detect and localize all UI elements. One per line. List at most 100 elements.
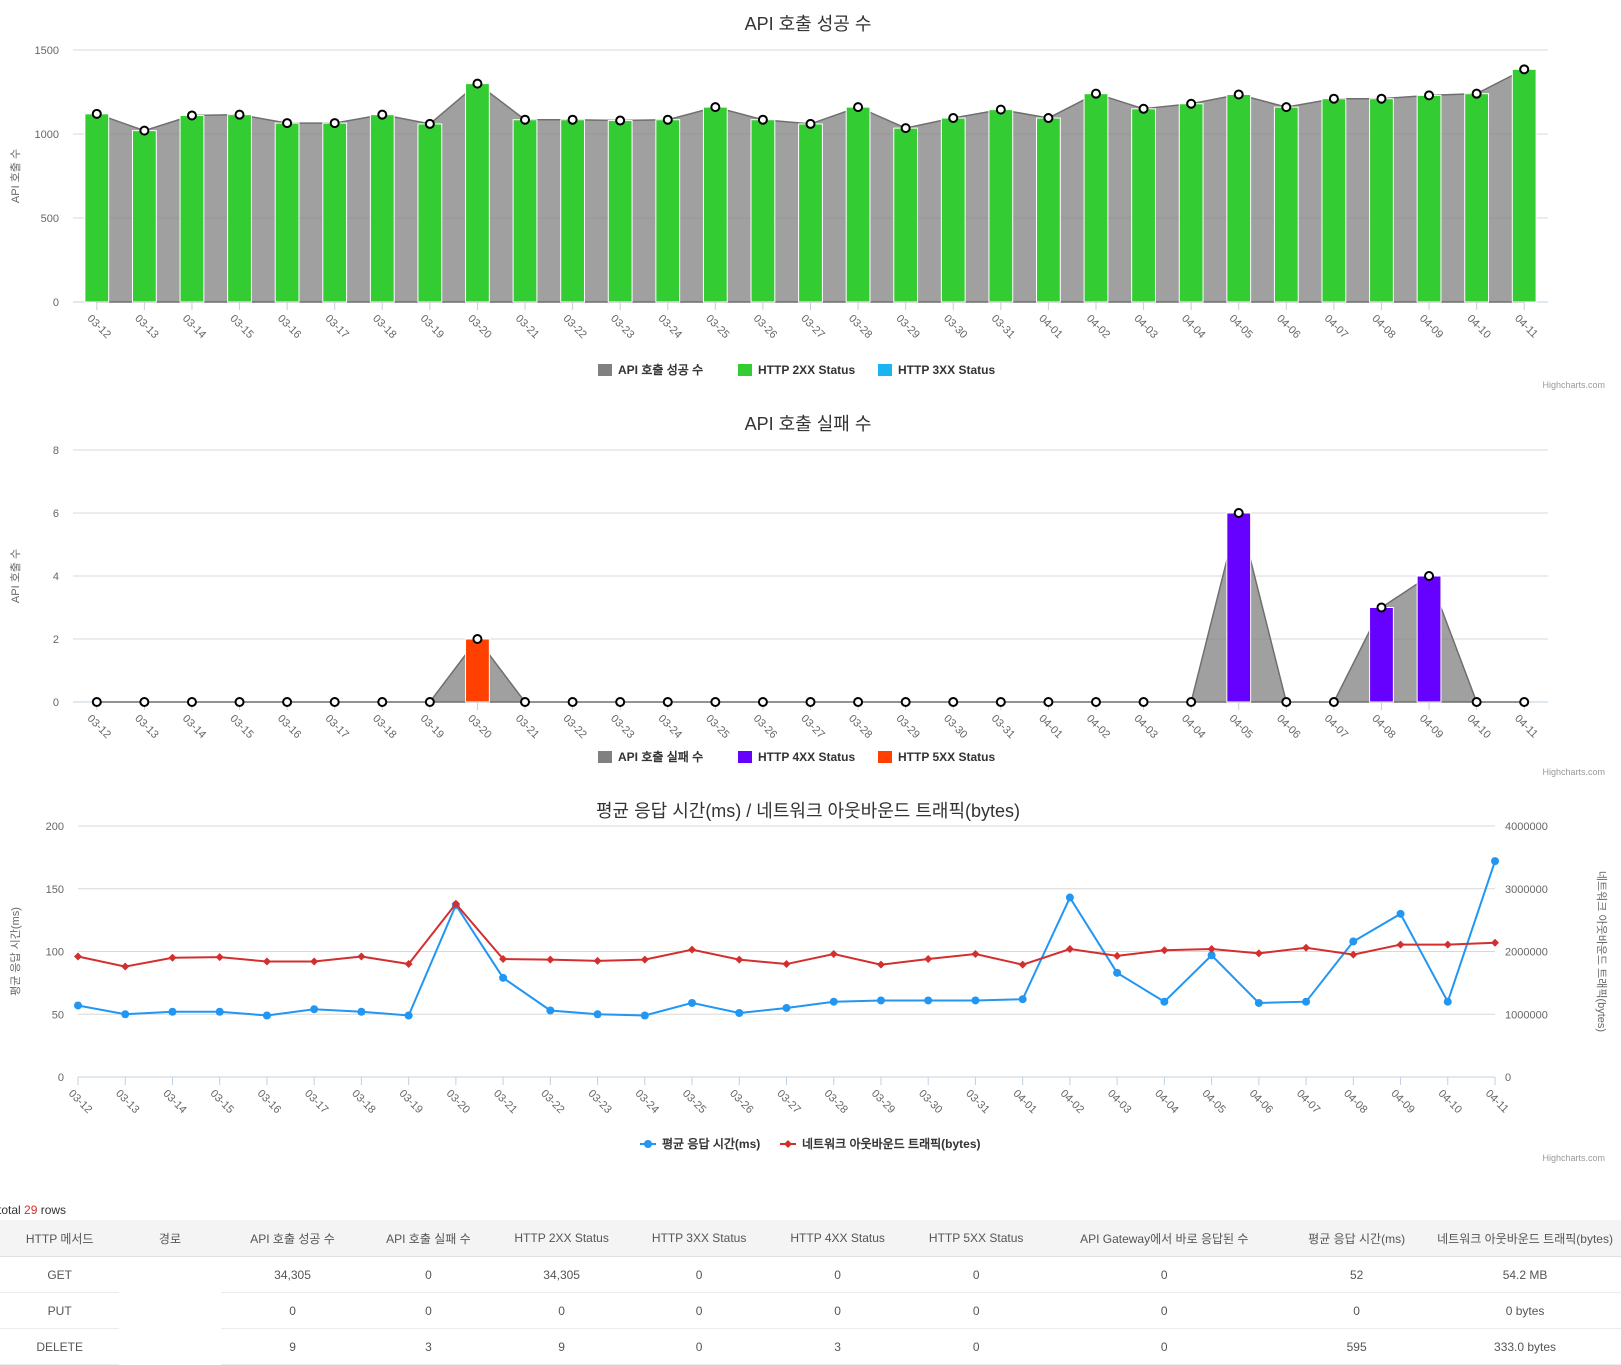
table-cell: 0 — [1044, 1256, 1285, 1293]
table-cell: 0 — [630, 1256, 768, 1293]
bar — [1178, 103, 1204, 303]
table-row[interactable]: DELETE 9 3 9 0 3 0 0 595 333.0 bytes — [0, 1328, 1621, 1365]
x-tick-label: 03-21 — [513, 713, 541, 741]
table-cell: 0 — [364, 1292, 493, 1329]
area-point-marker — [91, 108, 102, 119]
line-series — [77, 860, 1496, 1017]
table-cell: 0 — [767, 1256, 908, 1293]
line-point-marker — [640, 1011, 649, 1020]
table-header-cell[interactable]: API 호출 성공 수 — [220, 1220, 365, 1257]
x-tick-label: 03-21 — [491, 1088, 519, 1116]
x-tick-label: 03-13 — [113, 1088, 141, 1116]
area-point-marker — [186, 110, 197, 121]
table-header-cell[interactable]: HTTP 5XX Status — [907, 1220, 1045, 1257]
table-header-cell[interactable]: 네트워크 아웃바운드 트래픽(bytes) — [1429, 1220, 1621, 1257]
legend-label: 네트워크 아웃바운드 트래픽(bytes) — [802, 1136, 981, 1151]
x-tick-label: 03-20 — [465, 713, 493, 741]
bar — [988, 109, 1014, 303]
x-tick-label: 03-27 — [774, 1088, 802, 1116]
legend-label: 평균 응답 시간(ms) — [662, 1136, 760, 1151]
line-point-marker — [688, 945, 697, 954]
line-point-marker — [262, 1011, 271, 1020]
x-tick-label: 03-12 — [66, 1088, 94, 1116]
line-point-marker — [1254, 998, 1263, 1007]
area-series — [96, 512, 1525, 703]
legend-label: HTTP 2XX Status — [758, 363, 855, 377]
x-tick-label: 04-04 — [1179, 713, 1207, 741]
line-point-marker — [593, 956, 602, 965]
table-cell: 0 — [220, 1292, 365, 1329]
area-point-marker — [139, 125, 150, 136]
y2-axis-title: 네트워크 아웃바운드 트래픽(bytes) — [1595, 871, 1608, 1032]
chart-credit: Highcharts.com — [1542, 380, 1605, 390]
x-tick-label: 03-21 — [513, 313, 541, 341]
table-cell: 0 — [1284, 1292, 1430, 1329]
total-rows-label: total 29 rows — [0, 1203, 67, 1217]
x-tick-label: 03-31 — [963, 1088, 991, 1116]
bar — [1321, 98, 1347, 303]
bar — [512, 119, 538, 303]
x-tick-label: 04-03 — [1105, 1088, 1133, 1116]
table-header-cell[interactable]: HTTP 2XX Status — [492, 1220, 631, 1257]
x-tick-label: 03-17 — [323, 313, 351, 341]
line-point-marker — [357, 1007, 366, 1016]
x-tick-label: 04-05 — [1227, 313, 1255, 341]
table-row[interactable]: PUT 0 0 0 0 0 0 0 0 0 bytes — [0, 1292, 1621, 1329]
table-cell: PUT — [0, 1292, 120, 1329]
legend-item: HTTP 2XX Status — [738, 363, 855, 377]
x-tick-label: 03-31 — [989, 313, 1017, 341]
table-row[interactable]: GET 34,305 0 34,305 0 0 0 0 52 54.2 MB — [0, 1256, 1621, 1293]
area-point-marker — [757, 114, 768, 125]
area-point-marker — [1519, 64, 1530, 75]
table-cell: 0 — [907, 1328, 1045, 1365]
x-tick-label: 03-16 — [255, 1088, 283, 1116]
y-tick-label: 500 — [41, 213, 59, 225]
x-tick-label: 04-01 — [1036, 313, 1064, 341]
y-tick-label: 1500 — [35, 45, 59, 57]
table-header-cell[interactable]: HTTP 4XX Status — [767, 1220, 908, 1257]
x-tick-label: 03-18 — [370, 313, 398, 341]
y2-tick-label: 0 — [1505, 1072, 1511, 1084]
area-point-marker — [1138, 103, 1149, 114]
area-point-marker — [1376, 93, 1387, 104]
x-tick-label: 03-25 — [703, 313, 731, 341]
area-point-marker — [1090, 88, 1101, 99]
bar — [655, 119, 681, 303]
table-header-cell[interactable]: HTTP 3XX Status — [630, 1220, 768, 1257]
table-header-row: HTTP 메서드 경로 API 호출 성공 수 API 호출 실패 수 HTTP 2XX… — [0, 1220, 1621, 1257]
area-point-marker — [520, 114, 531, 125]
legend-marker — [644, 1140, 652, 1148]
table-header-cell[interactable]: API Gateway에서 바로 응답된 수 — [1044, 1220, 1285, 1257]
legend-swatch — [878, 751, 892, 763]
table-cell: 34,305 — [220, 1256, 365, 1293]
line-point-marker — [829, 950, 838, 959]
table-cell: GET — [0, 1256, 120, 1293]
table-header-cell[interactable]: 경로 — [119, 1220, 221, 1257]
x-tick-label: 03-30 — [941, 313, 969, 341]
x-tick-label: 04-01 — [1036, 713, 1064, 741]
area-point-marker — [853, 697, 864, 707]
y-tick-label: 2 — [53, 634, 59, 646]
bar — [1369, 607, 1394, 703]
y-tick-label: 0 — [53, 697, 59, 709]
line-point-marker — [1207, 951, 1216, 960]
table-header-cell[interactable]: HTTP 메서드 — [0, 1220, 120, 1257]
line-point-marker — [121, 1010, 130, 1019]
line-point-marker — [1160, 997, 1169, 1006]
line-series — [77, 902, 1496, 968]
table-header-cell[interactable]: API 호출 실패 수 — [364, 1220, 493, 1257]
x-tick-label: 03-15 — [208, 1088, 236, 1116]
area-point-marker — [1471, 697, 1482, 707]
bar — [560, 119, 585, 303]
x-tick-label: 03-29 — [869, 1088, 897, 1116]
x-tick-label: 04-04 — [1179, 313, 1207, 341]
bar — [1083, 93, 1109, 303]
x-tick-label: 03-14 — [180, 313, 208, 341]
x-tick-label: 03-12 — [85, 713, 113, 741]
line-point-marker — [1160, 946, 1169, 955]
table-cell: 0 bytes — [1429, 1292, 1621, 1329]
x-tick-label: 03-17 — [323, 713, 351, 741]
x-tick-label: 04-02 — [1058, 1088, 1086, 1116]
legend-label: HTTP 4XX Status — [758, 750, 855, 764]
table-header-cell[interactable]: 평균 응답 시간(ms) — [1284, 1220, 1430, 1257]
